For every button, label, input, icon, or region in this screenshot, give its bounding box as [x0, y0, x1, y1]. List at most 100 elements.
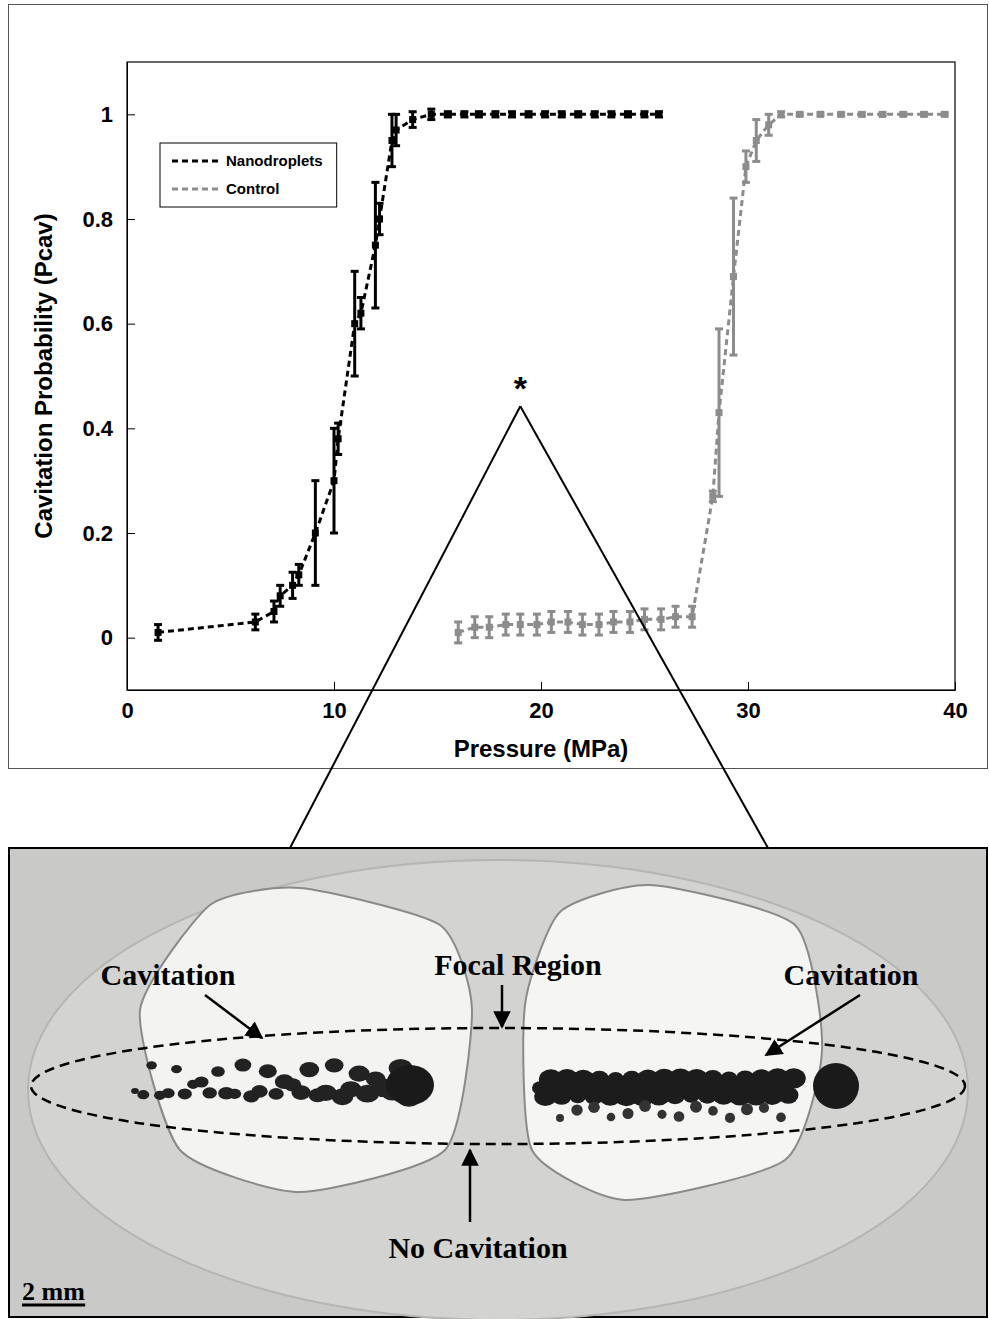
error-cap: [709, 490, 717, 493]
x-tick: 30: [736, 682, 760, 723]
error-bar: [392, 114, 400, 145]
error-bar: [547, 612, 555, 633]
error-cap: [334, 422, 342, 425]
series: [154, 109, 663, 640]
error-cap: [730, 197, 738, 200]
error-cap: [641, 607, 649, 610]
point: [641, 111, 648, 118]
error-cap: [154, 639, 162, 642]
plot-frame: [127, 62, 955, 690]
error-cap: [547, 631, 555, 634]
error-cap: [578, 634, 586, 637]
point: [838, 111, 845, 118]
x-tick-mark: [955, 682, 956, 690]
point: [689, 613, 696, 620]
bubble: [782, 1068, 806, 1088]
point: [796, 111, 803, 118]
y-tick-label: 0.8: [82, 207, 113, 232]
bubble: [622, 1108, 633, 1119]
error-cap: [672, 626, 680, 629]
error-cap: [251, 613, 259, 616]
x-tick-label: 0: [121, 698, 133, 723]
error-bar: [624, 112, 632, 117]
error-bar: [765, 114, 773, 135]
series: [454, 111, 948, 643]
error-bar: [491, 112, 499, 117]
error-cap: [657, 607, 665, 610]
x-tick-label: 30: [736, 698, 760, 723]
error-cap: [276, 584, 284, 587]
leader-line: [520, 406, 768, 848]
bubble: [657, 1110, 666, 1119]
error-cap: [715, 327, 723, 330]
point: [575, 111, 582, 118]
error-cap: [709, 500, 717, 503]
error-cap: [409, 126, 417, 129]
bubble: [291, 1085, 310, 1100]
point: [428, 111, 435, 118]
error-bar: [657, 609, 665, 630]
point: [252, 618, 259, 625]
bubble: [813, 1063, 859, 1109]
error-bar: [516, 614, 524, 635]
y-tick: 0.8: [82, 207, 135, 232]
point: [558, 111, 565, 118]
point: [517, 621, 524, 628]
error-cap: [516, 634, 524, 637]
point: [920, 111, 927, 118]
bubble: [741, 1103, 753, 1115]
error-bar: [564, 612, 572, 633]
bubble: [386, 1065, 434, 1105]
scale-bar: [22, 1304, 85, 1307]
arrow: [766, 995, 860, 1055]
point: [475, 111, 482, 118]
error-bar: [730, 198, 738, 355]
error-cap: [516, 613, 524, 616]
x-tick-label: 40: [943, 698, 967, 723]
bubble: [325, 1058, 344, 1072]
error-cap: [376, 233, 384, 236]
point: [858, 111, 865, 118]
point: [509, 111, 516, 118]
photo-vessel: [28, 860, 968, 1319]
error-cap: [357, 296, 365, 299]
error-cap: [578, 613, 586, 616]
bubble: [708, 1106, 718, 1116]
error-cap: [471, 636, 479, 639]
bubble: [211, 1066, 225, 1076]
error-cap: [392, 144, 400, 147]
bubble: [194, 1076, 208, 1087]
error-cap: [595, 613, 603, 616]
point: [548, 618, 555, 625]
error-cap: [626, 631, 634, 634]
bubble: [725, 1113, 735, 1123]
point: [525, 111, 532, 118]
error-bar: [295, 564, 303, 585]
error-cap: [626, 610, 634, 613]
error-cap: [351, 270, 359, 273]
x-axis-title: Pressure (MPa): [454, 735, 629, 762]
error-bar: [715, 329, 723, 496]
error-cap: [657, 628, 665, 631]
point: [486, 624, 493, 631]
arrow: [205, 995, 262, 1038]
point: [655, 111, 662, 118]
error-cap: [334, 453, 342, 456]
error-bar: [276, 585, 284, 606]
point: [492, 111, 499, 118]
y-tick-label: 0.4: [82, 416, 113, 441]
error-cap: [752, 160, 760, 163]
point: [351, 320, 358, 327]
error-bar: [334, 423, 342, 454]
error-cap: [270, 620, 278, 623]
error-cap: [533, 613, 541, 616]
point: [502, 621, 509, 628]
error-bar: [609, 612, 617, 633]
point: [579, 621, 586, 628]
error-bar: [154, 625, 162, 641]
error-cap: [547, 610, 555, 613]
error-cap: [295, 563, 303, 566]
arrow: [469, 1150, 472, 1222]
point: [461, 111, 468, 118]
legend-label: Nanodroplets: [226, 152, 323, 169]
